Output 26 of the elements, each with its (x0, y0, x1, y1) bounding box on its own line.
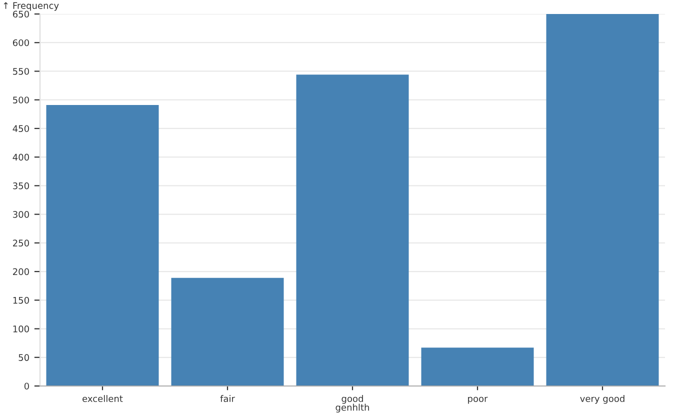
y-tick-label: 50 (18, 354, 29, 361)
x-tick-label: fair (220, 395, 235, 402)
bar (546, 14, 659, 386)
y-tick-label: 200 (13, 268, 29, 276)
x-tick-label: very good (580, 395, 624, 404)
y-tick-label: 650 (12, 10, 29, 18)
y-tick-label: 600 (12, 39, 29, 46)
y-tick-label: 400 (12, 154, 29, 161)
bar (46, 104, 159, 386)
bar (171, 278, 284, 386)
y-tick-label: 450 (12, 125, 29, 132)
x-tick-label: poor (468, 396, 488, 404)
y-tick-label: 550 (13, 68, 29, 75)
y-tick-label: 500 (13, 96, 29, 104)
y-tick-label: 150 (13, 296, 29, 304)
x-axis-title: genhlth (336, 404, 369, 412)
y-tick-label: 0 (24, 382, 29, 390)
y-tick-label: 250 (13, 240, 29, 246)
y-tick-label: 100 (13, 326, 29, 332)
y-axis-title: ↑ Frequency (4, 2, 59, 11)
bar (421, 348, 534, 386)
y-tick-label: 300 (13, 211, 29, 218)
x-tick-label: excellent (82, 395, 123, 402)
bar (296, 74, 409, 386)
x-tick-label: good (342, 395, 363, 404)
y-tick-label: 350 (13, 182, 29, 190)
